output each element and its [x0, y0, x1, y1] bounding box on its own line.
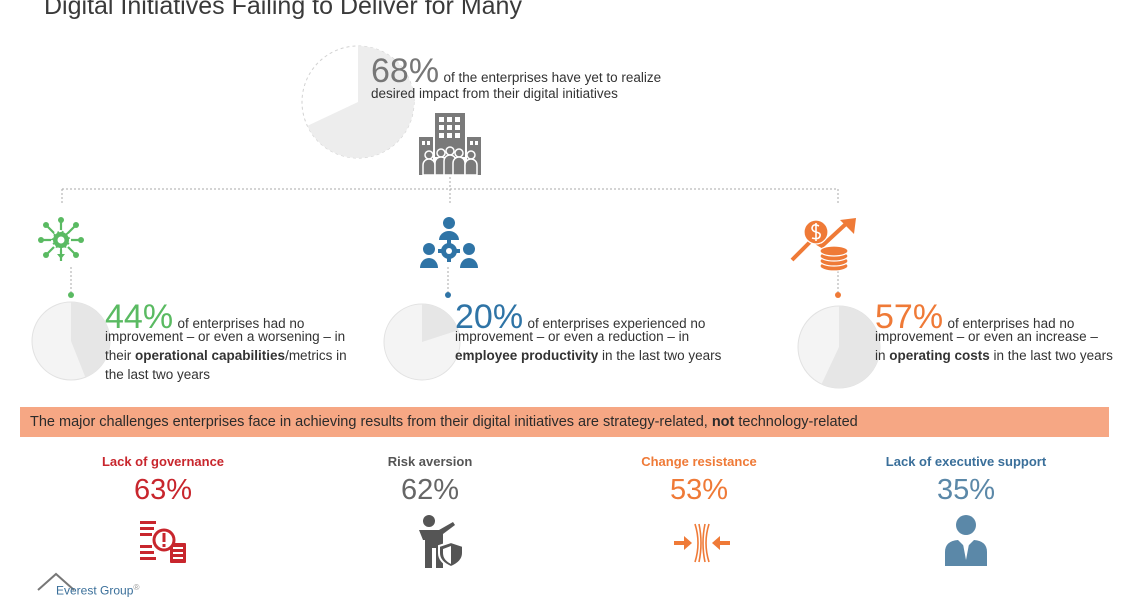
banner-text-bold: not: [711, 414, 735, 430]
stat-2-line2: improvement – or even a reduction – in: [455, 329, 690, 344]
challenge-3-label: Change resistance: [641, 454, 757, 469]
stat-1-line3-post: /metrics in: [285, 348, 347, 363]
stat-pie-3-slice: [821, 306, 880, 388]
stat-pie-1-slice: [71, 302, 110, 378]
stat-2: 20% of enterprises experienced no: [455, 300, 705, 334]
stat-1-line4: the last two years: [105, 367, 211, 382]
top-pie-chart: [301, 45, 415, 159]
stat-1-line3: their operational capabilities/metrics i…: [105, 346, 405, 365]
enterprise-building-icon: [419, 113, 481, 176]
pressure-arrows-icon: [674, 523, 730, 563]
stat-2-line3-bold: employee productivity: [455, 348, 599, 363]
stat-1-line1: of enterprises had no: [177, 316, 305, 331]
challenges-banner: The major challenges enterprises face in…: [20, 407, 1109, 437]
stat-3-line3: in operating costs in the last two years: [875, 346, 1125, 365]
top-stat-value: 68%: [371, 52, 440, 90]
top-pie-slice: [307, 46, 415, 158]
page-title: Digital Initiatives Failing to Deliver f…: [44, 0, 522, 20]
footer-brand-mark: ®: [133, 582, 140, 592]
stat-pie-2-slice: [422, 304, 459, 342]
document-warning-icon: [140, 521, 186, 563]
executive-icon: [945, 515, 987, 566]
challenge-1-value: 63%: [133, 474, 193, 506]
stat-pie-2: [383, 303, 461, 381]
stat-1: 44% of enterprises had no: [105, 300, 304, 334]
stat-3-line3-pre: in: [875, 348, 890, 363]
stat-1-body: improvement – or even a worsening – in t…: [105, 327, 405, 384]
stat-3-body: improvement – or even an increase – in o…: [875, 327, 1125, 365]
stat-2-value: 20%: [455, 298, 524, 336]
coins-arrow-up-icon: [790, 218, 856, 272]
connector-lines: [61, 177, 841, 298]
challenge-2-label: Risk aversion: [387, 454, 473, 469]
stat-3-line1: of enterprises had no: [947, 316, 1075, 331]
top-stat-line2: desired impact from their digital initia…: [371, 86, 618, 101]
top-stat: 68% of the enterprises have yet to reali…: [371, 54, 661, 88]
challenge-4-label: Lack of executive support: [885, 454, 1047, 469]
stat-1-line3-bold: operational capabilities: [135, 348, 286, 363]
stat-3: 57% of enterprises had no: [875, 300, 1074, 334]
challenge-3-value: 53%: [669, 474, 729, 506]
team-gear-icon: [420, 217, 478, 268]
footer-brand-name: Everest Group: [56, 583, 134, 597]
network-gear-icon: [38, 217, 84, 261]
stat-2-line1: of enterprises experienced no: [527, 316, 706, 331]
stat-2-line3: employee productivity in the last two ye…: [455, 346, 775, 365]
top-stat-line1: of the enterprises have yet to realize: [443, 70, 662, 85]
stat-2-line3-post: in the last two years: [598, 348, 722, 363]
person-shield-icon: [419, 515, 464, 568]
stat-3-line2: improvement – or even an increase –: [875, 329, 1098, 344]
challenge-2-value: 62%: [400, 474, 460, 506]
stat-3-line3-post: in the last two years: [989, 348, 1113, 363]
stat-pie-3: [797, 305, 881, 389]
banner-text-pre: The major challenges enterprises face in…: [30, 414, 712, 430]
banner-text: The major challenges enterprises face in…: [30, 414, 858, 430]
stat-3-line3-bold: operating costs: [889, 348, 990, 363]
everest-logo-icon: [37, 572, 75, 591]
stat-1-value: 44%: [105, 298, 174, 336]
footer-brand: Everest Group®: [56, 582, 140, 597]
challenge-4-value: 35%: [936, 474, 996, 506]
stat-1-line2: improvement – or even a worsening – in: [105, 329, 346, 344]
stat-1-line3-pre: their: [105, 348, 136, 363]
challenge-1-label: Lack of governance: [101, 454, 225, 469]
banner-text-post: technology-related: [734, 414, 858, 430]
stat-3-value: 57%: [875, 298, 944, 336]
stat-pie-1: [31, 301, 111, 381]
stat-2-body: improvement – or even a reduction – in e…: [455, 327, 775, 365]
